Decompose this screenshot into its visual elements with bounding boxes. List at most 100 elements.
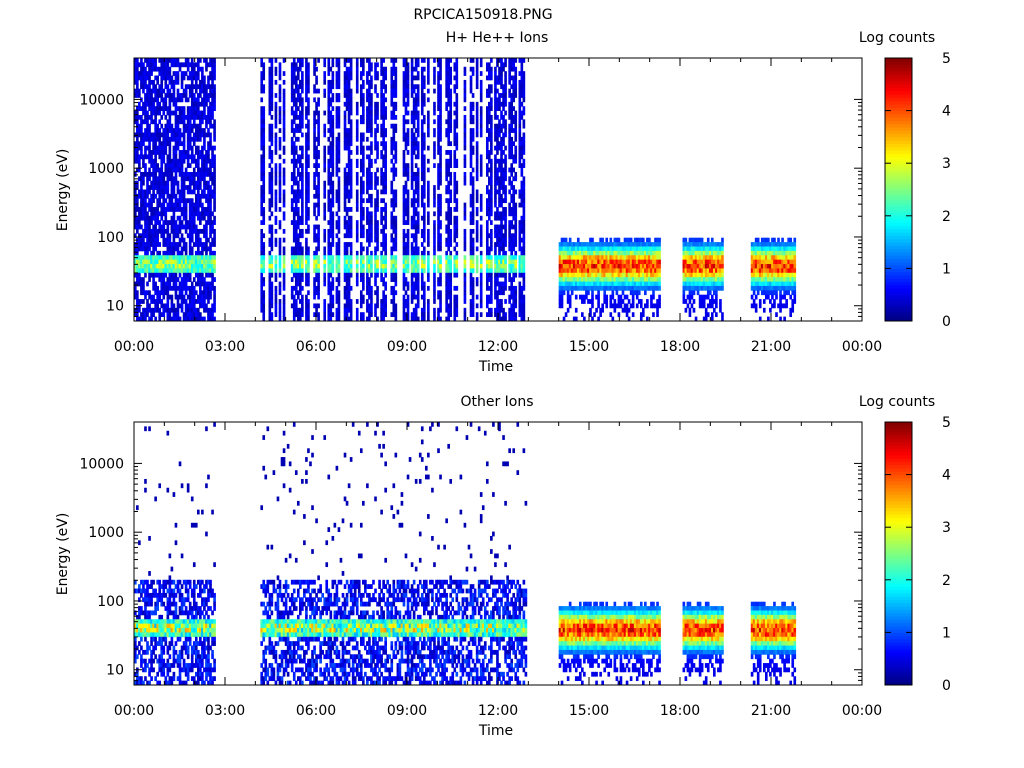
heatmap-cell	[331, 58, 335, 63]
heatmap-cell	[329, 66, 333, 72]
heatmap-cell	[154, 171, 157, 177]
heatmap-cell	[158, 110, 162, 116]
heatmap-cell	[190, 123, 194, 129]
heatmap-cell	[347, 303, 351, 309]
heatmap-cell	[156, 237, 159, 243]
heatmap-cell	[368, 128, 371, 133]
heatmap-cell	[274, 79, 278, 85]
heatmap-cell	[394, 75, 398, 81]
heatmap-cell	[182, 246, 186, 252]
heatmap-cell	[296, 93, 300, 98]
heatmap-cell	[433, 71, 436, 76]
heatmap-cell	[213, 259, 216, 265]
heatmap-cell	[166, 281, 170, 287]
heatmap-cell	[188, 255, 192, 261]
heatmap-cell	[313, 303, 316, 309]
heatmap-cell	[197, 145, 200, 151]
heatmap-cell	[138, 106, 141, 111]
heatmap-cell	[174, 193, 178, 199]
heatmap-cell	[182, 119, 186, 125]
heatmap-cell	[475, 71, 479, 76]
heatmap-cell	[315, 268, 318, 274]
heatmap-cell	[178, 114, 182, 120]
heatmap-cell	[359, 114, 363, 120]
heatmap-cell	[278, 255, 282, 261]
heatmap-cell	[211, 101, 214, 107]
heatmap-cell	[362, 268, 365, 274]
heatmap-cell	[140, 171, 143, 177]
heatmap-cell	[416, 224, 420, 230]
heatmap-cell	[394, 167, 398, 173]
heatmap-cell	[392, 62, 396, 68]
heatmap-cell	[156, 307, 159, 313]
heatmap-cell	[186, 171, 190, 177]
heatmap-cell	[148, 198, 151, 204]
heatmap-cell	[439, 62, 442, 68]
heatmap-cell	[329, 290, 333, 296]
heatmap-cell	[194, 272, 198, 278]
heatmap-cell	[205, 163, 208, 168]
heatmap-cell	[201, 88, 204, 94]
heatmap-cell	[146, 136, 149, 142]
heatmap-cell	[170, 84, 174, 90]
heatmap-cell	[490, 136, 493, 142]
heatmap-cell	[437, 88, 440, 94]
heatmap-cell	[449, 58, 453, 63]
heatmap-cell	[416, 132, 420, 138]
heatmap-cell	[164, 268, 168, 274]
heatmap-cell	[260, 62, 264, 68]
heatmap-cell	[439, 242, 442, 247]
heatmap-cell	[282, 189, 286, 195]
heatmap-cell	[327, 158, 331, 164]
heatmap-cell	[205, 307, 208, 313]
heatmap-cell	[162, 66, 166, 72]
heatmap-cell	[274, 132, 278, 138]
heatmap-cell	[471, 193, 475, 199]
heatmap-cell	[174, 132, 178, 138]
heatmap-cell	[270, 189, 274, 195]
heatmap-cell	[192, 167, 196, 173]
heatmap-cell	[294, 259, 298, 265]
heatmap-cell	[420, 215, 424, 221]
heatmap-cell	[209, 294, 212, 300]
heatmap-cell	[162, 290, 166, 296]
heatmap-cell	[315, 154, 318, 160]
heatmap-cell	[150, 202, 153, 208]
heatmap-cell	[475, 207, 479, 212]
heatmap-cell	[414, 294, 418, 300]
heatmap-cell	[290, 250, 294, 256]
heatmap-cell	[427, 242, 430, 247]
heatmap-cell	[152, 180, 155, 186]
heatmap-cell	[410, 167, 414, 173]
heatmap-cell	[410, 136, 414, 142]
heatmap-cell	[390, 299, 394, 304]
heatmap-cell	[199, 110, 202, 116]
heatmap-cell	[299, 101, 302, 107]
heatmap-cell	[213, 93, 216, 98]
heatmap-cell	[479, 119, 483, 125]
heatmap-cell	[362, 110, 365, 116]
heatmap-cell	[299, 272, 302, 278]
heatmap-cell	[376, 198, 379, 204]
heatmap-cell	[170, 136, 174, 142]
heatmap-cell	[445, 215, 448, 221]
heatmap-cell	[390, 246, 394, 252]
heatmap-cell	[331, 158, 335, 164]
heatmap-cell	[150, 62, 153, 68]
heatmap-cell	[455, 250, 459, 256]
heatmap-cell	[349, 189, 353, 195]
heatmap-cell	[180, 294, 184, 300]
heatmap-cell	[416, 246, 420, 252]
heatmap-cell	[134, 71, 137, 76]
heatmap-cell	[144, 132, 147, 138]
heatmap-cell	[301, 58, 304, 63]
heatmap-cell	[305, 307, 308, 313]
heatmap-cell	[471, 294, 475, 300]
heatmap-cell	[140, 242, 143, 247]
heatmap-cell	[349, 255, 353, 261]
heatmap-cell	[180, 154, 184, 160]
heatmap-cell	[402, 114, 406, 120]
heatmap-cell	[394, 316, 398, 322]
heatmap-cell	[148, 176, 151, 182]
heatmap-cell	[134, 220, 137, 225]
